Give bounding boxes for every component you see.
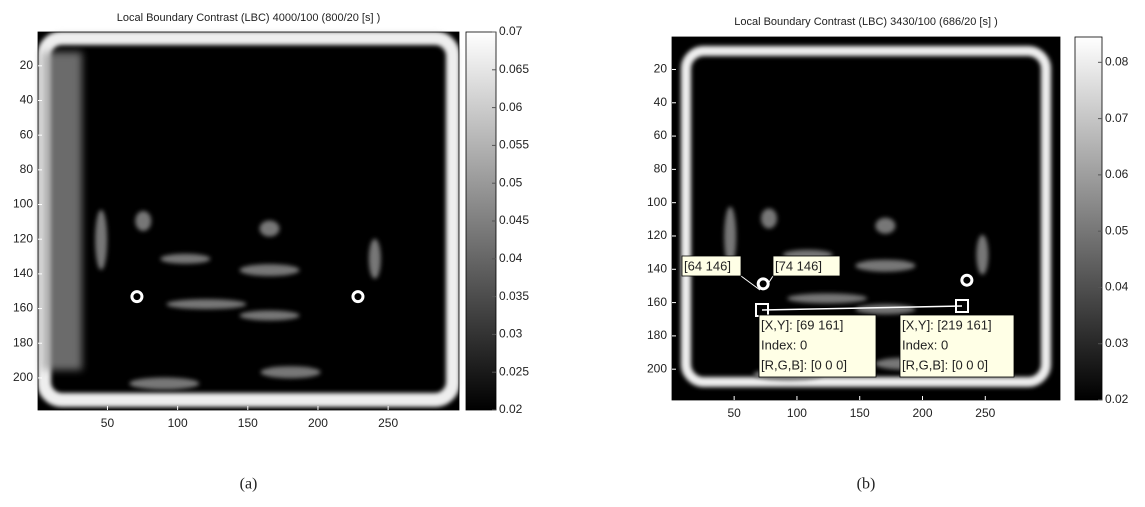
image-spot xyxy=(761,208,777,229)
colorbar-tick-label: 0.06 xyxy=(499,100,523,114)
image-spot xyxy=(855,304,916,315)
image-spot xyxy=(724,206,737,267)
colorbar-tick-label: 0.05 xyxy=(499,175,523,189)
colorbar-tick-label: 0.02 xyxy=(1105,392,1129,406)
x-tick-label: 200 xyxy=(912,406,932,420)
image-ring xyxy=(351,290,365,304)
image-background xyxy=(38,32,459,410)
datatip-text: [X,Y]: [219 161] xyxy=(902,317,992,332)
y-tick-label: 120 xyxy=(647,228,667,242)
colorbar-tick-label: 0.04 xyxy=(1105,280,1129,294)
image-spot xyxy=(855,259,916,272)
datatip-text: [R,G,B]: [0 0 0] xyxy=(761,357,847,372)
datatip-text: [64 146] xyxy=(684,258,731,273)
datatip-text: [X,Y]: [69 161] xyxy=(761,317,843,332)
y-tick-label: 40 xyxy=(654,95,668,109)
image-spot xyxy=(875,217,896,234)
colorbar-tick-label: 0.04 xyxy=(499,251,523,265)
y-tick-label: 200 xyxy=(647,361,667,375)
x-tick-label: 150 xyxy=(238,416,258,430)
y-tick-label: 140 xyxy=(647,261,667,275)
colorbar-tick-label: 0.07 xyxy=(499,24,523,38)
y-tick-label: 200 xyxy=(13,370,33,384)
colorbar-tick-label: 0.055 xyxy=(499,138,529,152)
datatip-box xyxy=(758,314,877,378)
colorbar-tick-label: 0.06 xyxy=(1105,167,1129,181)
x-tick-label: 50 xyxy=(101,416,115,430)
colorbar-tick-label: 0.05 xyxy=(1105,223,1129,237)
datatip-box xyxy=(681,255,742,277)
datatip-pointer xyxy=(740,275,761,291)
y-tick-label: 80 xyxy=(20,162,34,176)
image-haze xyxy=(42,52,82,370)
y-tick-label: 140 xyxy=(13,266,33,280)
x-tick-label: 50 xyxy=(727,406,741,420)
y-tick-label: 80 xyxy=(654,162,668,176)
y-tick-label: 20 xyxy=(20,58,34,72)
y-tick-label: 100 xyxy=(647,195,667,209)
datatip-pointer xyxy=(763,275,774,291)
image-spot xyxy=(260,366,321,379)
x-tick-label: 100 xyxy=(168,416,188,430)
image-spot xyxy=(239,310,300,321)
x-tick-label: 200 xyxy=(308,416,328,430)
image-spot xyxy=(166,299,247,310)
x-tick-label: 250 xyxy=(975,406,995,420)
colorbar-tick-label: 0.045 xyxy=(499,213,529,227)
y-tick-label: 180 xyxy=(647,328,667,342)
datatip-box xyxy=(772,255,841,277)
colorbar-tick-label: 0.08 xyxy=(1105,54,1129,68)
y-tick-label: 120 xyxy=(13,231,33,245)
colorbar-tick-label: 0.025 xyxy=(499,364,529,378)
y-tick-label: 60 xyxy=(20,127,34,141)
y-tick-label: 20 xyxy=(654,62,668,76)
x-tick-label: 250 xyxy=(378,416,398,430)
image xyxy=(37,31,460,410)
chart-title: Local Boundary Contrast (LBC) 3430/100 (… xyxy=(734,16,998,28)
image-spot xyxy=(976,234,989,275)
y-tick-label: 160 xyxy=(647,295,667,309)
chart-title: Local Boundary Contrast (LBC) 4000/100 (… xyxy=(117,12,381,24)
colorbar xyxy=(465,31,497,411)
image-spot xyxy=(368,238,381,279)
colorbar-tick-label: 0.035 xyxy=(499,289,529,303)
image-spot xyxy=(135,211,152,231)
y-tick-label: 160 xyxy=(13,301,33,315)
image-spot xyxy=(129,377,200,390)
image-ring xyxy=(130,290,144,304)
image-spot xyxy=(160,253,211,264)
y-tick-label: 40 xyxy=(20,93,34,107)
caption: (b) xyxy=(857,476,876,493)
colorbar-tick-label: 0.065 xyxy=(499,62,529,76)
datatip-text: [74 146] xyxy=(775,258,822,273)
colorbar-tick-label: 0.07 xyxy=(1105,111,1129,125)
image-ring xyxy=(960,273,974,287)
x-tick-label: 150 xyxy=(850,406,870,420)
image-spot xyxy=(239,264,300,277)
datatip-text: Index: 0 xyxy=(761,337,807,352)
colorbar-tick-label: 0.03 xyxy=(1105,336,1129,350)
plot-frame xyxy=(37,31,460,411)
datatip-marker xyxy=(955,299,969,313)
colorbar-tick-label: 0.02 xyxy=(499,402,523,416)
datatip-link xyxy=(761,305,963,311)
datatip-text: [R,G,B]: [0 0 0] xyxy=(902,357,988,372)
datatip-text: Index: 0 xyxy=(902,337,948,352)
image-spot xyxy=(95,209,108,270)
image-spot xyxy=(259,220,280,237)
image-border xyxy=(681,46,1051,387)
datatip-box xyxy=(899,314,1015,378)
x-tick-label: 100 xyxy=(787,406,807,420)
colorbar-tick-label: 0.03 xyxy=(499,327,523,341)
colorbar xyxy=(1074,36,1103,401)
y-tick-label: 100 xyxy=(13,197,33,211)
caption: (a) xyxy=(240,476,258,493)
image-spot xyxy=(787,293,868,304)
y-tick-label: 60 xyxy=(654,128,668,142)
y-tick-label: 180 xyxy=(13,335,33,349)
plot-frame xyxy=(671,36,1061,401)
